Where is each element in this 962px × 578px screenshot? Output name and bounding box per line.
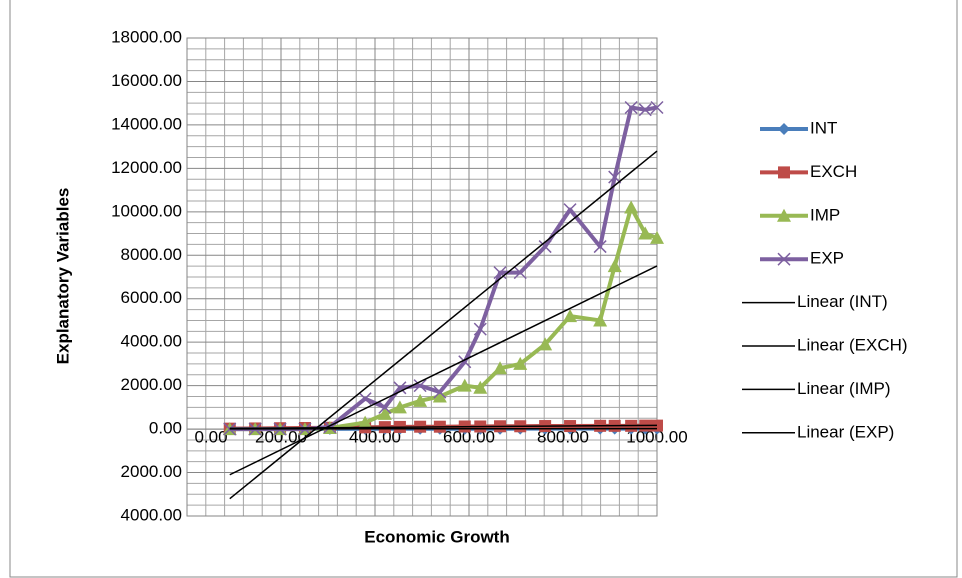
marker xyxy=(638,226,653,240)
y-tick-label: 6000.00 xyxy=(121,288,182,307)
legend-label: Linear (INT) xyxy=(797,292,888,311)
y-tick-label: 0.00 xyxy=(149,419,182,438)
legend-label: EXCH xyxy=(810,162,857,181)
marker xyxy=(624,200,639,214)
y-tick-label: 12000.00 xyxy=(111,158,182,177)
x-tick-label: 800.00 xyxy=(537,428,589,447)
marker xyxy=(377,406,392,420)
marker xyxy=(563,309,578,323)
marker xyxy=(607,259,622,273)
x-tick-label: 0.00 xyxy=(194,428,227,447)
legend-label: Linear (EXP) xyxy=(797,422,894,441)
marker xyxy=(593,313,608,327)
marker xyxy=(358,392,372,406)
marker xyxy=(608,170,622,184)
trendline xyxy=(229,424,658,430)
y-tick-label: 14000.00 xyxy=(111,114,182,133)
chart-border xyxy=(9,0,958,578)
marker xyxy=(493,266,507,280)
marker xyxy=(378,400,392,414)
trendline xyxy=(229,150,658,500)
y-tick-label: 2000.00 xyxy=(121,462,182,481)
marker xyxy=(624,100,638,115)
marker xyxy=(650,230,664,244)
marker xyxy=(563,203,577,217)
legend-marker xyxy=(777,252,791,266)
marker xyxy=(593,240,607,254)
marker xyxy=(413,379,427,393)
marker xyxy=(358,415,373,429)
legend-marker xyxy=(778,166,790,179)
legend-marker xyxy=(777,208,791,222)
marker xyxy=(650,100,664,115)
legend-label: IMP xyxy=(810,205,840,224)
marker xyxy=(638,103,652,117)
y-tick-label: 8000.00 xyxy=(121,245,182,264)
y-axis-title: Explanatory Variables xyxy=(53,188,72,365)
x-tick-label: 200.00 xyxy=(255,428,307,447)
marker xyxy=(433,385,447,399)
legend-marker xyxy=(778,123,790,135)
marker xyxy=(393,381,407,395)
y-tick-label: 18000.00 xyxy=(111,27,182,46)
marker xyxy=(223,422,237,436)
legend-label: EXP xyxy=(810,249,844,268)
marker xyxy=(432,389,447,403)
y-tick-label: 4000.00 xyxy=(121,505,182,524)
x-axis-title: Economic Growth xyxy=(364,527,509,546)
marker xyxy=(323,420,337,434)
marker xyxy=(493,361,508,375)
y-tick-label: 2000.00 xyxy=(121,375,182,394)
marker xyxy=(473,380,488,394)
marker xyxy=(513,356,528,370)
y-tick-label: 4000.00 xyxy=(121,332,182,351)
marker xyxy=(538,337,553,351)
y-tick-label: 10000.00 xyxy=(111,201,182,220)
legend-label: Linear (IMP) xyxy=(797,379,891,398)
marker xyxy=(473,322,487,336)
marker xyxy=(538,240,552,254)
marker xyxy=(457,378,472,392)
y-tick-label: 16000.00 xyxy=(111,71,182,90)
legend-label: INT xyxy=(810,118,837,137)
legend-label: Linear (EXCH) xyxy=(797,335,908,354)
marker xyxy=(513,266,527,280)
marker xyxy=(392,400,407,414)
marker xyxy=(413,393,428,407)
